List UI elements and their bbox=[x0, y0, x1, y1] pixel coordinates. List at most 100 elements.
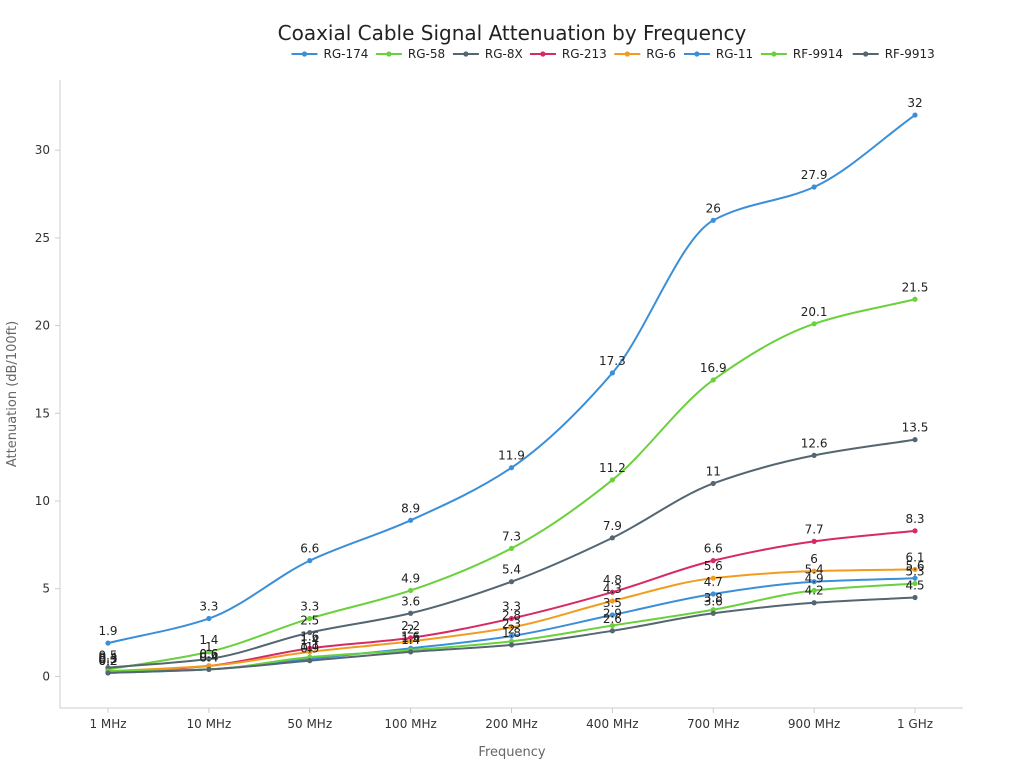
legend-marker-rg-58 bbox=[386, 51, 392, 57]
point-rg-11-1-ghz bbox=[912, 575, 918, 581]
data-label-rf-9914-400-mhz: 2.9 bbox=[603, 607, 622, 621]
point-rg-6-400-mhz bbox=[609, 598, 615, 604]
point-rg-213-200-mhz bbox=[508, 615, 515, 622]
data-label-rg-213-1-ghz: 8.3 bbox=[905, 512, 924, 526]
point-rf-9913-100-mhz bbox=[408, 649, 414, 655]
data-label-rg-213-50-mhz: 1.6 bbox=[300, 629, 319, 643]
point-rf-9913-1-mhz bbox=[105, 670, 111, 676]
point-rf-9913-10-mhz bbox=[206, 666, 212, 673]
data-label-rg-213-200-mhz: 3.3 bbox=[502, 600, 521, 614]
data-label-rg-58-900-mhz: 20.1 bbox=[801, 305, 828, 319]
legend-label-rg-58: RG-58 bbox=[408, 47, 445, 61]
y-tick-label-15: 15 bbox=[35, 406, 50, 420]
legend: RG-174 RG-58 RG-8X RG-213 RG-6 RG-11 RF-9914 RF… bbox=[291, 47, 935, 61]
data-label-rg-6-200-mhz: 2.8 bbox=[502, 608, 521, 622]
data-label-rg-8x-700-mhz: 11 bbox=[706, 464, 721, 478]
legend-label-rg-11: RG-11 bbox=[716, 47, 753, 61]
point-rg-58-1-ghz bbox=[912, 296, 918, 302]
y-tick-label-10: 10 bbox=[35, 494, 50, 508]
data-label-rf-9913-900-mhz: 4.2 bbox=[805, 584, 824, 598]
data-label-rg-8x-900-mhz: 12.6 bbox=[801, 436, 828, 450]
point-rg-58-400-mhz bbox=[609, 477, 615, 483]
point-rg-58-100-mhz bbox=[408, 587, 414, 594]
data-label-rg-58-400-mhz: 11.2 bbox=[599, 461, 626, 475]
x-tick-label-50-mhz: 50 MHz bbox=[287, 717, 332, 731]
point-rg-174-10-mhz bbox=[206, 615, 212, 622]
point-rg-174-900-mhz bbox=[811, 184, 817, 190]
legend-label-rg-174: RG-174 bbox=[324, 47, 369, 61]
point-rg-11-700-mhz bbox=[710, 591, 716, 597]
data-label-rg-213-700-mhz: 6.6 bbox=[704, 542, 723, 556]
point-rg-8x-200-mhz bbox=[508, 579, 515, 585]
data-label-rg-174-100-mhz: 8.9 bbox=[401, 501, 420, 515]
point-rg-174-1-ghz bbox=[912, 112, 918, 118]
point-rf-9913-1-ghz bbox=[912, 594, 918, 601]
x-tick-label-700-mhz: 700 MHz bbox=[687, 717, 739, 731]
legend-marker-rg-11 bbox=[694, 51, 700, 57]
data-label-rg-6-700-mhz: 5.6 bbox=[704, 559, 723, 573]
data-label-rg-6-50-mhz: 1.4 bbox=[300, 633, 319, 647]
legend-label-rg-213: RG-213 bbox=[562, 47, 607, 61]
point-rg-8x-100-mhz bbox=[408, 610, 414, 616]
data-label-rg-11-100-mhz: 1.6 bbox=[401, 629, 420, 643]
point-rg-213-900-mhz bbox=[811, 538, 817, 544]
point-rg-213-1-ghz bbox=[912, 528, 918, 534]
x-tick-label-100-mhz: 100 MHz bbox=[384, 717, 436, 731]
x-tick-label-400-mhz: 400 MHz bbox=[586, 717, 638, 731]
y-tick-label-20: 20 bbox=[35, 319, 50, 333]
point-rf-9913-900-mhz bbox=[811, 600, 817, 606]
data-label-rg-58-200-mhz: 7.3 bbox=[502, 529, 521, 543]
point-rg-58-900-mhz bbox=[811, 321, 817, 327]
data-label-rg-8x-400-mhz: 7.9 bbox=[603, 519, 622, 533]
data-label-rf-9914-1-mhz: 0.3 bbox=[98, 652, 117, 666]
point-rf-9914-900-mhz bbox=[811, 587, 817, 594]
point-rf-9913-200-mhz bbox=[508, 642, 515, 648]
point-rg-8x-400-mhz bbox=[609, 535, 615, 541]
data-label-rf-9913-10-mhz: 0.4 bbox=[199, 650, 218, 664]
data-label-rg-174-900-mhz: 27.9 bbox=[801, 168, 828, 182]
y-axis-title: Attenuation (dB/100ft) bbox=[5, 321, 20, 467]
data-label-rg-174-1-mhz: 1.9 bbox=[98, 624, 117, 638]
x-tick-label-1-ghz: 1 GHz bbox=[897, 717, 933, 731]
data-label-rg-11-700-mhz: 4.7 bbox=[704, 575, 723, 589]
series-points bbox=[105, 112, 918, 676]
point-rg-6-50-mhz bbox=[307, 649, 313, 655]
legend-marker-rg-8x bbox=[463, 51, 469, 57]
legend-label-rf-9914: RF-9914 bbox=[793, 47, 843, 61]
y-tick-label-25: 25 bbox=[35, 231, 50, 245]
data-label-rg-213-1-mhz: 0.2 bbox=[98, 654, 117, 668]
data-label-rg-213-400-mhz: 4.8 bbox=[603, 573, 622, 587]
legend-marker-rg-6 bbox=[624, 51, 630, 57]
legend-label-rg-6: RG-6 bbox=[646, 47, 676, 61]
data-label-rf-9914-900-mhz: 4.9 bbox=[805, 571, 824, 585]
point-rg-58-50-mhz bbox=[307, 615, 313, 622]
point-rg-58-10-mhz bbox=[206, 649, 212, 655]
data-label-rg-174-700-mhz: 26 bbox=[706, 201, 721, 215]
point-rf-9914-400-mhz bbox=[609, 622, 615, 629]
data-label-rf-9914-100-mhz: 1.5 bbox=[401, 631, 420, 645]
data-label-rf-9914-200-mhz: 2 bbox=[508, 622, 516, 636]
x-axis-title: Frequency bbox=[478, 745, 545, 760]
data-label-rg-11-400-mhz: 3.5 bbox=[603, 596, 622, 610]
data-label-rg-11-1-ghz: 5.6 bbox=[905, 559, 924, 573]
data-label-rg-174-1-ghz: 32 bbox=[907, 96, 922, 110]
point-rf-9913-50-mhz bbox=[307, 658, 313, 664]
point-rg-6-700-mhz bbox=[710, 575, 716, 581]
point-rg-213-400-mhz bbox=[609, 589, 615, 595]
data-label-rg-11-1-mhz: 0.2 bbox=[98, 654, 117, 668]
point-rf-9914-1-ghz bbox=[912, 580, 918, 587]
point-rg-6-900-mhz bbox=[811, 568, 817, 574]
data-label-rg-6-900-mhz: 6 bbox=[810, 552, 818, 566]
y-tick-label-30: 30 bbox=[35, 143, 50, 157]
data-label-rg-213-10-mhz: 0.6 bbox=[199, 647, 218, 661]
point-rg-8x-900-mhz bbox=[811, 452, 817, 458]
point-rg-58-700-mhz bbox=[710, 377, 716, 383]
data-label-rf-9914-1-ghz: 5.3 bbox=[905, 564, 924, 578]
point-rg-8x-10-mhz bbox=[206, 656, 212, 662]
point-rg-174-50-mhz bbox=[307, 558, 313, 564]
point-rg-174-200-mhz bbox=[508, 465, 515, 471]
y-tick-label-0: 0 bbox=[42, 669, 50, 683]
data-label-rg-6-100-mhz: 2 bbox=[407, 622, 415, 636]
point-rf-9913-700-mhz bbox=[710, 610, 716, 616]
point-rg-58-200-mhz bbox=[508, 545, 515, 551]
